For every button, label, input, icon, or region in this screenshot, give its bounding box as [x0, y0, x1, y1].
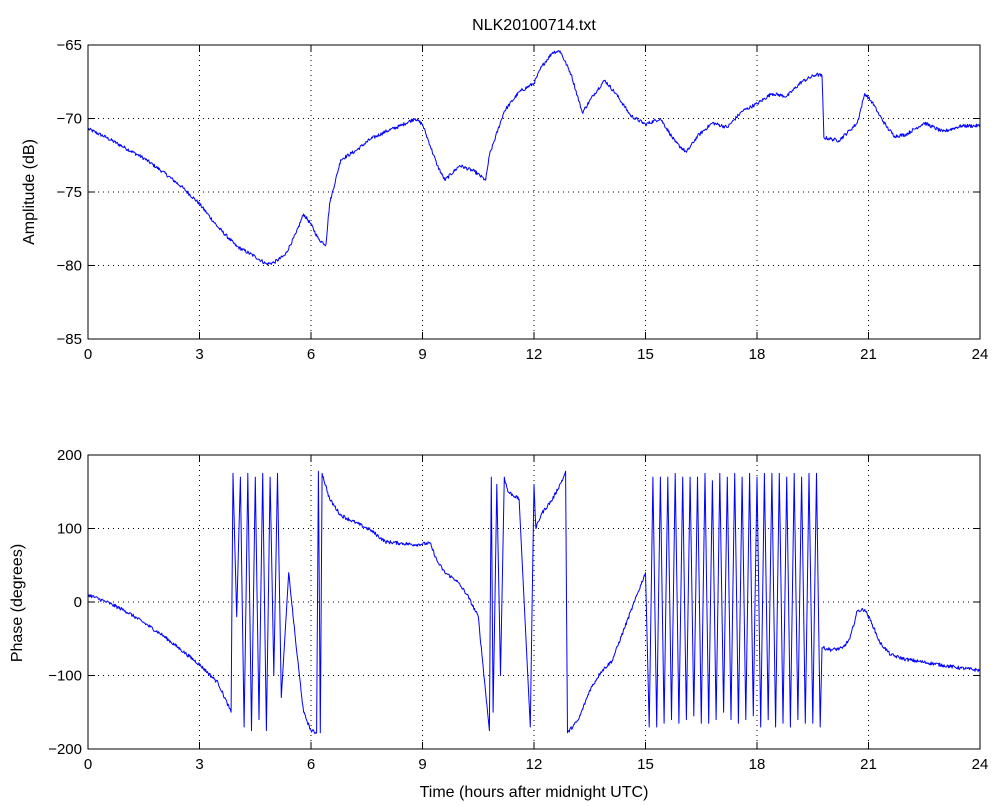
x-tick-label: 24	[972, 346, 989, 363]
x-tick-label: 9	[418, 346, 426, 363]
series-line	[87, 50, 981, 266]
x-tick-label: 3	[195, 346, 203, 363]
phase-series	[87, 470, 981, 734]
y-tick-label: 100	[57, 521, 82, 538]
phase-ticks	[87, 454, 981, 750]
amplitude-y-axis-label: Amplitude (dB)	[21, 139, 38, 245]
y-tick-label: −70	[57, 111, 82, 128]
x-tick-label: 12	[526, 756, 543, 773]
y-tick-label: 0	[74, 594, 82, 611]
x-tick-label: 0	[84, 346, 92, 363]
series-line	[87, 470, 981, 734]
amplitude-series	[87, 50, 981, 266]
y-tick-label: −100	[48, 668, 82, 685]
phase-grid	[88, 455, 980, 749]
phase-x-axis-label: Time (hours after midnight UTC)	[420, 784, 649, 801]
x-tick-label: 15	[637, 756, 654, 773]
amplitude-panel: NLK20100714.txt Amplitude (dB) 0 3 6 9 12 15 1…	[21, 17, 988, 363]
amplitude-y-tick-labels: −85 −80 −75 −70 −65	[57, 37, 82, 348]
y-tick-label: −80	[57, 258, 82, 275]
x-tick-label: 9	[418, 756, 426, 773]
phase-y-tick-labels: −200 −100 0 100 200	[48, 447, 82, 758]
x-tick-label: 6	[307, 346, 315, 363]
x-tick-label: 0	[84, 756, 92, 773]
phase-x-tick-labels: 0 3 6 9 12 15 18 21 24	[84, 756, 989, 773]
x-tick-label: 18	[749, 346, 766, 363]
y-tick-label: −85	[57, 331, 82, 348]
x-tick-label: 21	[860, 346, 877, 363]
phase-y-axis-label: Phase (degrees)	[9, 544, 26, 662]
x-tick-label: 24	[972, 756, 989, 773]
chart-title: NLK20100714.txt	[472, 17, 596, 34]
amplitude-ticks	[87, 44, 981, 340]
x-tick-label: 3	[195, 756, 203, 773]
x-tick-label: 18	[749, 756, 766, 773]
phase-panel: Phase (degrees) Time (hours after midnig…	[9, 447, 988, 801]
y-tick-label: −200	[48, 741, 82, 758]
x-tick-label: 21	[860, 756, 877, 773]
y-tick-label: 200	[57, 447, 82, 464]
amplitude-x-tick-labels: 0 3 6 9 12 15 18 21 24	[84, 346, 989, 363]
y-tick-label: −65	[57, 37, 82, 54]
amplitude-grid	[88, 45, 980, 339]
x-tick-label: 6	[307, 756, 315, 773]
y-tick-label: −75	[57, 184, 82, 201]
x-tick-label: 12	[526, 346, 543, 363]
x-tick-label: 15	[637, 346, 654, 363]
